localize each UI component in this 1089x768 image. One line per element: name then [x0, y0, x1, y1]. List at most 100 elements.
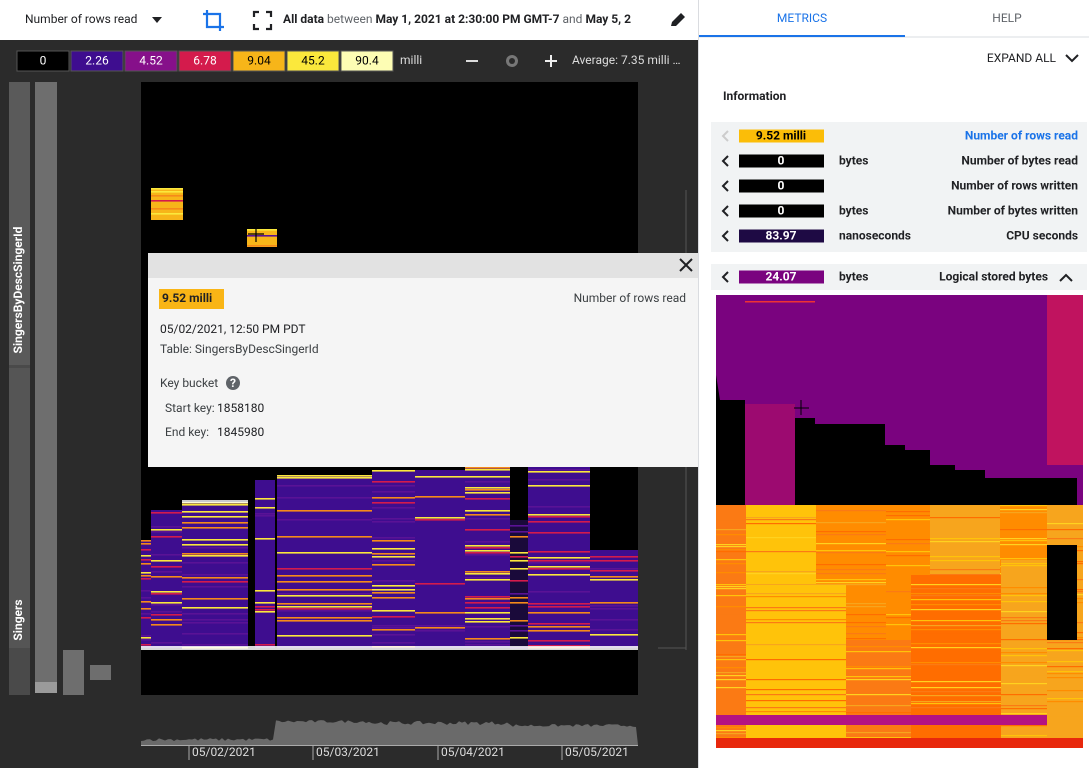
- heat-cell: [1001, 694, 1047, 696]
- heat-cell: [1001, 639, 1047, 641]
- heat-cell: [1000, 520, 1047, 522]
- heat-cell: [151, 571, 182, 573]
- heat-cell: [255, 602, 275, 604]
- expand-all-button[interactable]: EXPAND ALL: [987, 51, 1057, 65]
- metric-dropdown[interactable]: Number of rows read: [25, 12, 162, 26]
- heat-cell: [151, 200, 183, 202]
- brightness-icon[interactable]: [506, 55, 518, 67]
- heat-cell: [1047, 677, 1083, 679]
- heat-cell: [1000, 505, 1047, 507]
- heat-cell: [528, 626, 590, 628]
- heat-cell: [716, 529, 746, 531]
- heat-cell: [590, 576, 638, 578]
- heat-cell: [182, 516, 248, 518]
- crop-icon[interactable]: [203, 10, 224, 31]
- heat-cell: [816, 531, 886, 533]
- heat-cell: [465, 467, 510, 648]
- help-icon[interactable]: [226, 376, 240, 390]
- collapse-icon[interactable]: [1059, 273, 1073, 282]
- heat-cell: [510, 556, 528, 558]
- heat-cell: [1001, 617, 1047, 619]
- heat-cell: [151, 195, 183, 197]
- legend-stop: 45.2: [301, 54, 325, 68]
- value-box: [739, 179, 824, 193]
- heat-cell: [465, 529, 510, 531]
- heat-cell: [372, 642, 415, 644]
- heat-cell: [277, 635, 372, 637]
- metric-unit: nanoseconds: [839, 229, 911, 243]
- tab[interactable]: METRICS: [777, 11, 827, 25]
- heat-cell: [1000, 534, 1047, 536]
- heat-cell: [716, 710, 746, 712]
- heat-cell: [1047, 656, 1083, 658]
- heat-cell: [372, 589, 415, 591]
- heat-cell: [816, 579, 886, 581]
- heat-cell: [151, 602, 182, 604]
- heat-cell: [746, 584, 816, 586]
- heat-cell: [1001, 620, 1047, 622]
- heat-cell: [816, 622, 886, 624]
- heat-cell: [528, 557, 590, 559]
- heat-cell: [510, 536, 528, 538]
- heat-cell: [372, 540, 415, 542]
- heat-cell: [1047, 671, 1083, 673]
- heat-cell: [886, 617, 930, 619]
- heat-cell: [277, 593, 372, 595]
- heat-cell: [372, 556, 415, 558]
- heat-cell: [746, 694, 846, 696]
- legend-swatch: [178, 50, 232, 72]
- heat-cell: [716, 595, 746, 597]
- heat-cell: [372, 627, 415, 629]
- expand-icon: [1065, 54, 1079, 63]
- heat-cell: [415, 583, 465, 585]
- close-button[interactable]: [679, 258, 693, 272]
- heat-cell: [182, 522, 248, 524]
- heat-cell: [465, 518, 510, 520]
- heat-cell: [886, 555, 930, 557]
- metric-select[interactable]: Number of rows read: [25, 12, 137, 26]
- heat-cell: [528, 623, 590, 625]
- heat-cell: [255, 498, 275, 500]
- heat-cell: [151, 614, 182, 616]
- heat-cell: [911, 707, 1001, 709]
- heat-cell: [746, 622, 846, 624]
- legend-swatch: [232, 50, 286, 72]
- heat-cell: [465, 602, 510, 604]
- heat-cell: [528, 606, 590, 608]
- heat-cell: [415, 496, 465, 498]
- key-bucket-label: Key bucket: [160, 376, 218, 390]
- metric-value: 24.07: [765, 270, 796, 284]
- back-chevron: [721, 271, 729, 283]
- heat-cell: [1000, 529, 1047, 531]
- heat-cell: [746, 619, 846, 621]
- heat-cell: [372, 625, 415, 627]
- heat-cell: [930, 556, 1000, 558]
- heat-cell: [716, 646, 746, 648]
- heat-cell: [716, 534, 746, 536]
- heat-cell: [590, 550, 638, 648]
- heat-cell: [151, 591, 182, 593]
- heat-cell: [930, 538, 1000, 540]
- heat-cell: [911, 664, 1001, 666]
- heat-cell: [182, 544, 248, 546]
- heat-cell: [465, 573, 510, 575]
- heat-cell: [716, 654, 746, 656]
- heat-cell: [816, 573, 886, 575]
- fullscreen-icon[interactable]: [252, 10, 273, 31]
- heat-cell: [465, 550, 510, 552]
- heat-cell: [141, 540, 151, 648]
- heat-cell: [930, 574, 1000, 576]
- heat-cell: [277, 477, 372, 479]
- heat-cell: [372, 548, 415, 550]
- heat-cell: [716, 687, 746, 689]
- tab[interactable]: HELP: [992, 11, 1022, 25]
- heat-cell: [510, 602, 528, 604]
- heat-cell: [372, 485, 415, 487]
- table-label: SingersByDescSingerId: [11, 226, 25, 353]
- heat-cell: [182, 539, 248, 541]
- heat-cell: [746, 571, 816, 573]
- zoom-in-button[interactable]: [545, 55, 557, 67]
- edit-icon[interactable]: [671, 13, 685, 26]
- heat-cell: [930, 569, 1000, 571]
- heat-cell: [372, 592, 415, 594]
